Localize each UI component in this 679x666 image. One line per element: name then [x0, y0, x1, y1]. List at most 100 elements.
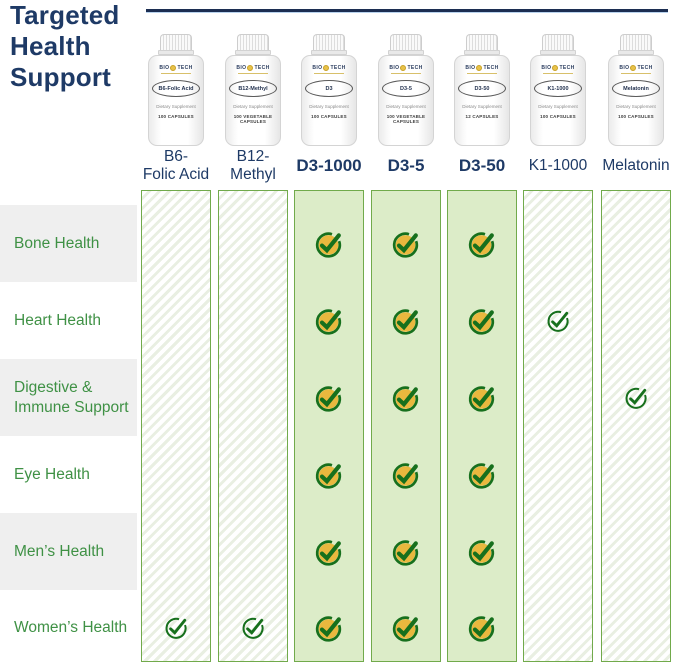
product-bottle: BIO TECH B6-Folic Acid Dietary Supplement… [141, 34, 211, 146]
bottle-label: BIO TECH D3-50 Dietary Supplement 12 CAPS… [454, 55, 510, 146]
brand-star-icon [630, 65, 637, 71]
bottle-cap-ring [311, 50, 347, 55]
product-name-k1-1000: K1-1000 [528, 157, 588, 174]
bottle-product-name: B6-Folic Acid [152, 80, 200, 97]
label-rule [314, 73, 344, 74]
product-bottle: BIO TECH K1-1000 Dietary Supplement 100 C… [523, 34, 593, 146]
bottle-cap [542, 34, 574, 50]
bottle-subtitle: Dietary Supplement [616, 104, 656, 109]
bottle-cap [466, 34, 498, 50]
check-icon [390, 536, 422, 568]
brand-star-icon [247, 65, 254, 71]
product-name-d3-5: D3-5 [387, 156, 425, 175]
bottle-label: BIO TECH B12-Methyl Dietary Supplement 10… [225, 55, 281, 146]
brand-star-icon [323, 65, 330, 71]
product-name-d3-50: D3-50 [458, 156, 506, 175]
check-icon [390, 459, 422, 491]
bottle-label: BIO TECH D3-5 Dietary Supplement 100 VEGE… [378, 55, 434, 146]
brand-star-icon [400, 65, 407, 71]
row-label-digestive-immune: Digestive & Immune Support [14, 378, 129, 416]
label-rule [543, 73, 573, 74]
check-icon [390, 305, 422, 337]
row-stripe [0, 359, 137, 436]
brand-logo: BIO TECH [389, 65, 423, 71]
bottle-cap [237, 34, 269, 50]
bottle-cap-ring [388, 50, 424, 55]
brand-star-icon [552, 65, 559, 71]
bottle-product-name: D3-5 [382, 80, 430, 97]
check-icon [163, 614, 190, 641]
product-column [141, 190, 211, 662]
bottle-capsule-count: 12 CAPSULES [465, 114, 499, 119]
bottle-label: BIO TECH B6-Folic Acid Dietary Supplement… [148, 55, 204, 146]
check-icon [466, 305, 498, 337]
product-column [523, 190, 593, 662]
bottle-subtitle: Dietary Supplement [309, 104, 349, 109]
bottle-cap-ring [464, 50, 500, 55]
bottle-product-name: K1-1000 [534, 80, 582, 97]
check-icon [313, 382, 345, 414]
label-rule [621, 73, 651, 74]
bottle-capsule-count: 100 CAPSULES [158, 114, 194, 119]
brand-star-icon [170, 65, 177, 71]
bottle-cap [160, 34, 192, 50]
check-icon [313, 459, 345, 491]
product-column [371, 190, 441, 662]
check-icon [466, 459, 498, 491]
bottle-subtitle: Dietary Supplement [538, 104, 578, 109]
row-label-bone-health: Bone Health [14, 234, 100, 252]
check-icon [623, 384, 650, 411]
product-name-melatonin: Melatonin [602, 157, 670, 174]
check-icon [466, 536, 498, 568]
bottle-product-name: B12-Methyl [229, 80, 277, 97]
row-label-heart-health: Heart Health [14, 311, 102, 329]
brand-logo: BIO TECH [236, 65, 270, 71]
product-name-d3-1000: D3-1000 [296, 156, 362, 175]
bottle-cap-ring [618, 50, 654, 55]
bottle-label: BIO TECH D3 Dietary Supplement 100 CAPSUL… [301, 55, 357, 146]
label-rule [391, 73, 421, 74]
bottle-capsule-count: 100 VEGETABLE CAPSULES [233, 114, 273, 124]
check-icon [466, 382, 498, 414]
product-bottle: BIO TECH D3 Dietary Supplement 100 CAPSUL… [294, 34, 364, 146]
product-column [218, 190, 288, 662]
product-column [601, 190, 671, 662]
product-bottle: BIO TECH D3-5 Dietary Supplement 100 VEGE… [371, 34, 441, 146]
label-rule [238, 73, 268, 74]
check-icon [240, 614, 267, 641]
bottle-capsule-count: 100 CAPSULES [311, 114, 347, 119]
brand-logo: BIO TECH [159, 65, 193, 71]
row-label-eye-health: Eye Health [14, 465, 90, 483]
bottle-capsule-count: 100 CAPSULES [540, 114, 576, 119]
brand-star-icon [476, 65, 483, 71]
header-divider-line [146, 9, 668, 13]
check-icon [313, 536, 345, 568]
brand-logo: BIO TECH [619, 65, 653, 71]
bottle-subtitle: Dietary Supplement [386, 104, 426, 109]
bottle-cap-ring [540, 50, 576, 55]
bottle-product-name: D3-50 [458, 80, 506, 97]
product-bottle: BIO TECH B12-Methyl Dietary Supplement 10… [218, 34, 288, 146]
product-name-b12-methyl: B12- Methyl [230, 148, 276, 183]
bottle-cap [620, 34, 652, 50]
label-rule [161, 73, 191, 74]
check-icon [313, 612, 345, 644]
product-bottle: BIO TECH D3-50 Dietary Supplement 12 CAPS… [447, 34, 517, 146]
row-stripe [0, 513, 137, 590]
check-icon [545, 307, 572, 334]
check-icon [313, 305, 345, 337]
bottle-cap-ring [235, 50, 271, 55]
product-name-b6-folic-acid: B6- Folic Acid [142, 148, 210, 183]
row-stripe [0, 205, 137, 282]
bottle-cap-ring [158, 50, 194, 55]
product-column [294, 190, 364, 662]
check-icon [466, 228, 498, 260]
product-column [447, 190, 517, 662]
bottle-subtitle: Dietary Supplement [156, 104, 196, 109]
brand-logo: BIO TECH [312, 65, 346, 71]
bottle-capsule-count: 100 VEGETABLE CAPSULES [386, 114, 426, 124]
bottle-subtitle: Dietary Supplement [233, 104, 273, 109]
check-icon [390, 228, 422, 260]
bottle-subtitle: Dietary Supplement [462, 104, 502, 109]
